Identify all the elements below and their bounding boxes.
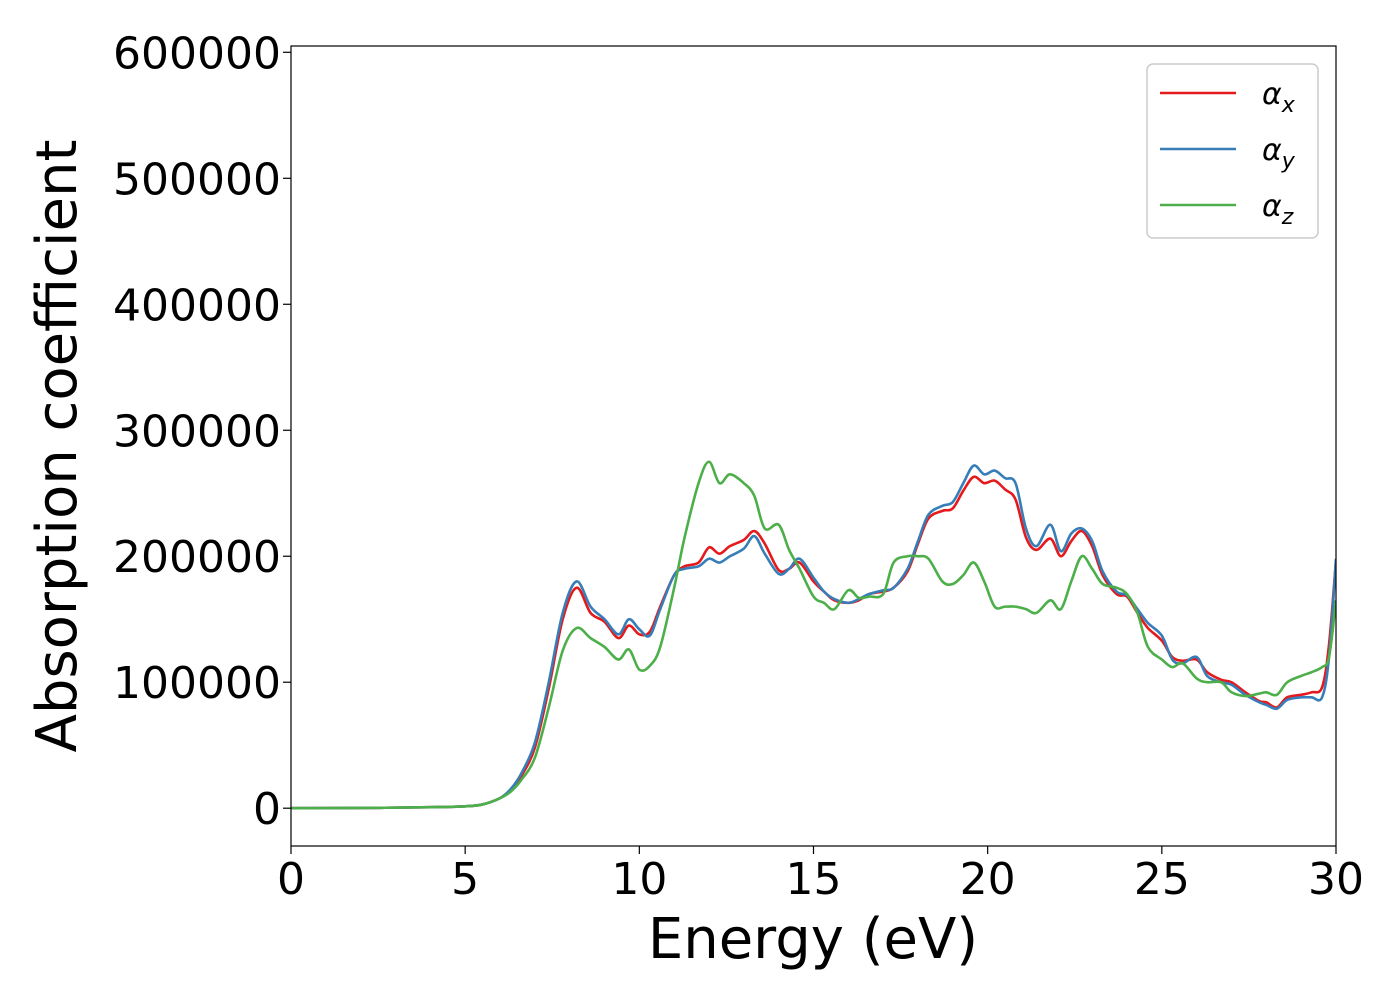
legend-label-x: αx: [1262, 77, 1296, 118]
series-line-y: [291, 464, 1336, 810]
y-tick-label: 0: [253, 784, 281, 835]
x-tick-label: 30: [1308, 854, 1364, 905]
x-axis: 0 5 10 15 20 25 30: [277, 846, 1364, 905]
x-axis-label: Energy (eV): [648, 907, 978, 972]
legend-label-y: αy: [1262, 133, 1296, 174]
x-tick-label: 25: [1134, 854, 1190, 905]
legend-label-z: αz: [1262, 189, 1294, 230]
x-tick-label: 5: [451, 854, 479, 905]
x-tick-label: 10: [611, 854, 667, 905]
legend: αx αy αz: [1146, 63, 1319, 239]
y-tick-label: 200000: [113, 532, 281, 583]
y-axis-label: Absorption coefficient: [25, 140, 90, 753]
y-tick-label: 100000: [113, 658, 281, 709]
series-layer: [291, 460, 1336, 810]
x-tick-label: 0: [277, 854, 305, 905]
y-tick-label: 300000: [113, 406, 281, 457]
x-tick-label: 15: [786, 854, 842, 905]
y-tick-label: 400000: [113, 280, 281, 331]
series-line-x: [291, 475, 1336, 810]
x-tick-label: 20: [960, 854, 1016, 905]
series-line-z: [291, 460, 1336, 810]
legend-box: [1146, 63, 1319, 239]
y-tick-label: 600000: [113, 28, 281, 79]
y-axis: 0 100000 200000 300000 400000 500000 600000: [113, 28, 291, 835]
y-tick-label: 500000: [113, 154, 281, 205]
